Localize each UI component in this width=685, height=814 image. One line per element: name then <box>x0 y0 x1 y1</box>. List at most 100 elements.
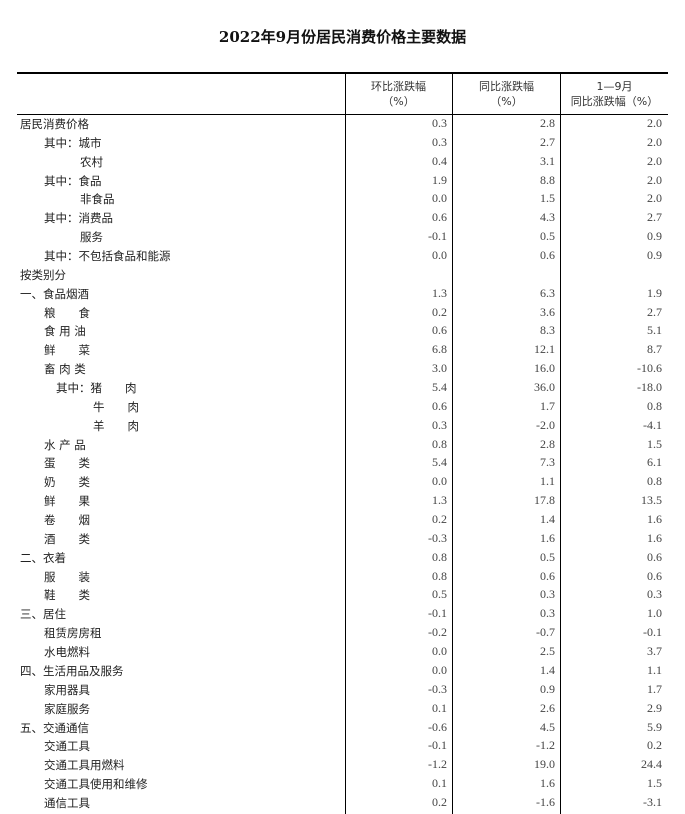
value-yoy: 2.6 <box>540 700 555 715</box>
value-ytd: 2.0 <box>647 116 662 130</box>
table-row: 牛 肉 0.6 1.7 0.8 <box>17 397 668 416</box>
value-mom: 0.6 <box>432 398 447 413</box>
value-mom: 0.2 <box>432 794 447 809</box>
value-mom: 0.0 <box>432 474 447 489</box>
value-mom: 1.3 <box>432 285 447 300</box>
value-ytd: -10.6 <box>637 361 662 376</box>
value-ytd: 1.6 <box>647 512 662 527</box>
row-label: 食 用 油 <box>44 324 86 339</box>
row-label: 牛 肉 <box>93 399 139 414</box>
value-yoy: 1.6 <box>540 776 555 791</box>
table-row: 居民消费价格 0.3 2.8 2.0 <box>17 114 668 133</box>
column-divider <box>560 74 561 814</box>
header-ytd-line2: 同比涨跌幅（%） <box>570 95 659 108</box>
value-ytd: 1.6 <box>647 530 662 545</box>
value-mom: -0.1 <box>428 229 447 244</box>
value-yoy: -0.7 <box>536 625 555 640</box>
value-ytd: 2.7 <box>647 210 662 225</box>
row-label: 家用器具 <box>44 682 90 697</box>
table-row: 羊 肉 0.3 -2.0 -4.1 <box>17 416 668 435</box>
value-mom: 0.0 <box>432 191 447 206</box>
row-label: 二、衣着 <box>20 550 66 565</box>
row-label: 服 装 <box>44 569 90 584</box>
table-row: 四、生活用品及服务 0.0 1.4 1.1 <box>17 661 668 680</box>
value-yoy: 4.3 <box>540 210 555 225</box>
row-label: 其中：食品 <box>44 173 102 188</box>
table-row: 畜 肉 类 3.0 16.0 -10.6 <box>17 359 668 378</box>
value-mom: 0.5 <box>432 587 447 602</box>
table-row: 蛋 类 5.4 7.3 6.1 <box>17 453 668 472</box>
value-ytd: 5.9 <box>647 719 662 734</box>
value-yoy: 0.5 <box>540 549 555 564</box>
value-yoy: 36.0 <box>534 380 555 395</box>
value-mom: 0.6 <box>432 323 447 338</box>
header-yoy-line2: （%） <box>490 95 523 108</box>
value-yoy: 0.9 <box>540 681 555 696</box>
row-label: 交通工具使用和维修 <box>44 777 148 792</box>
value-ytd: 0.8 <box>647 474 662 489</box>
value-ytd: 6.1 <box>647 455 662 470</box>
table-row: 其中：消费品 0.6 4.3 2.7 <box>17 208 668 227</box>
header-mom: 环比涨跌幅 （%） <box>345 74 452 114</box>
page-title: 2022年9月份居民消费价格主要数据 <box>218 28 467 46</box>
table-row: 鲜 果 1.3 17.8 13.5 <box>17 491 668 510</box>
value-yoy: 8.8 <box>540 172 555 187</box>
table-row: 其中：猪 肉 5.4 36.0 -18.0 <box>17 378 668 397</box>
value-ytd: 8.7 <box>647 342 662 357</box>
value-mom: 0.1 <box>432 776 447 791</box>
value-ytd: 0.9 <box>647 248 662 263</box>
value-yoy: 2.8 <box>540 436 555 451</box>
value-yoy: 0.5 <box>540 229 555 244</box>
value-mom: 0.2 <box>432 512 447 527</box>
table-row: 水 产 品 0.8 2.8 1.5 <box>17 435 668 454</box>
value-yoy: 1.6 <box>540 530 555 545</box>
value-ytd: -4.1 <box>643 417 662 432</box>
value-mom: 0.8 <box>432 436 447 451</box>
value-mom: 0.8 <box>432 549 447 564</box>
value-ytd: 0.2 <box>647 738 662 753</box>
row-label: 非食品 <box>80 192 115 207</box>
header-ytd: 1—9月 同比涨跌幅（%） <box>561 74 668 114</box>
value-yoy: 0.6 <box>540 568 555 583</box>
table-row: 其中：城市 0.3 2.7 2.0 <box>17 133 668 152</box>
value-mom: -0.6 <box>428 719 447 734</box>
column-divider <box>452 74 453 814</box>
value-yoy: -1.6 <box>536 794 555 809</box>
value-ytd: 1.5 <box>647 436 662 451</box>
value-yoy: 1.7 <box>540 398 555 413</box>
value-yoy: 1.5 <box>540 191 555 206</box>
value-yoy: 6.3 <box>540 285 555 300</box>
table-row: 家庭服务 0.1 2.6 2.9 <box>17 699 668 718</box>
table-top-rule <box>17 72 668 74</box>
value-ytd: 1.0 <box>647 606 662 621</box>
row-label: 交通工具用燃料 <box>44 758 125 773</box>
row-label: 水电燃料 <box>44 645 90 660</box>
value-mom: 5.4 <box>432 380 447 395</box>
row-label: 水 产 品 <box>44 437 86 452</box>
value-yoy: 0.3 <box>540 606 555 621</box>
row-label: 其中：消费品 <box>44 211 113 226</box>
table-row: 交通工具用燃料 -1.2 19.0 24.4 <box>17 755 668 774</box>
value-yoy: 8.3 <box>540 323 555 338</box>
value-yoy: 19.0 <box>534 757 555 772</box>
value-ytd: 0.6 <box>647 549 662 564</box>
row-label: 羊 肉 <box>93 418 139 433</box>
row-label: 农村 <box>80 154 103 169</box>
value-yoy: 1.1 <box>540 474 555 489</box>
value-mom: -0.1 <box>428 606 447 621</box>
table-row: 服 装 0.8 0.6 0.6 <box>17 567 668 586</box>
table-row: 交通工具使用和维修 0.1 1.6 1.5 <box>17 774 668 793</box>
header-yoy: 同比涨跌幅 （%） <box>453 74 560 114</box>
table-row: 通信工具 0.2 -1.6 -3.1 <box>17 793 668 812</box>
table-row: 食 用 油 0.6 8.3 5.1 <box>17 321 668 340</box>
value-mom: -0.2 <box>428 625 447 640</box>
row-label: 奶 类 <box>44 475 90 490</box>
value-ytd: 1.7 <box>647 681 662 696</box>
value-ytd: 0.3 <box>647 587 662 602</box>
row-label: 其中：城市 <box>44 135 102 150</box>
value-ytd: 1.1 <box>647 662 662 677</box>
row-label: 鲜 果 <box>44 494 90 509</box>
row-label: 三、居住 <box>20 607 66 622</box>
value-ytd: 0.8 <box>647 398 662 413</box>
value-yoy: 12.1 <box>534 342 555 357</box>
